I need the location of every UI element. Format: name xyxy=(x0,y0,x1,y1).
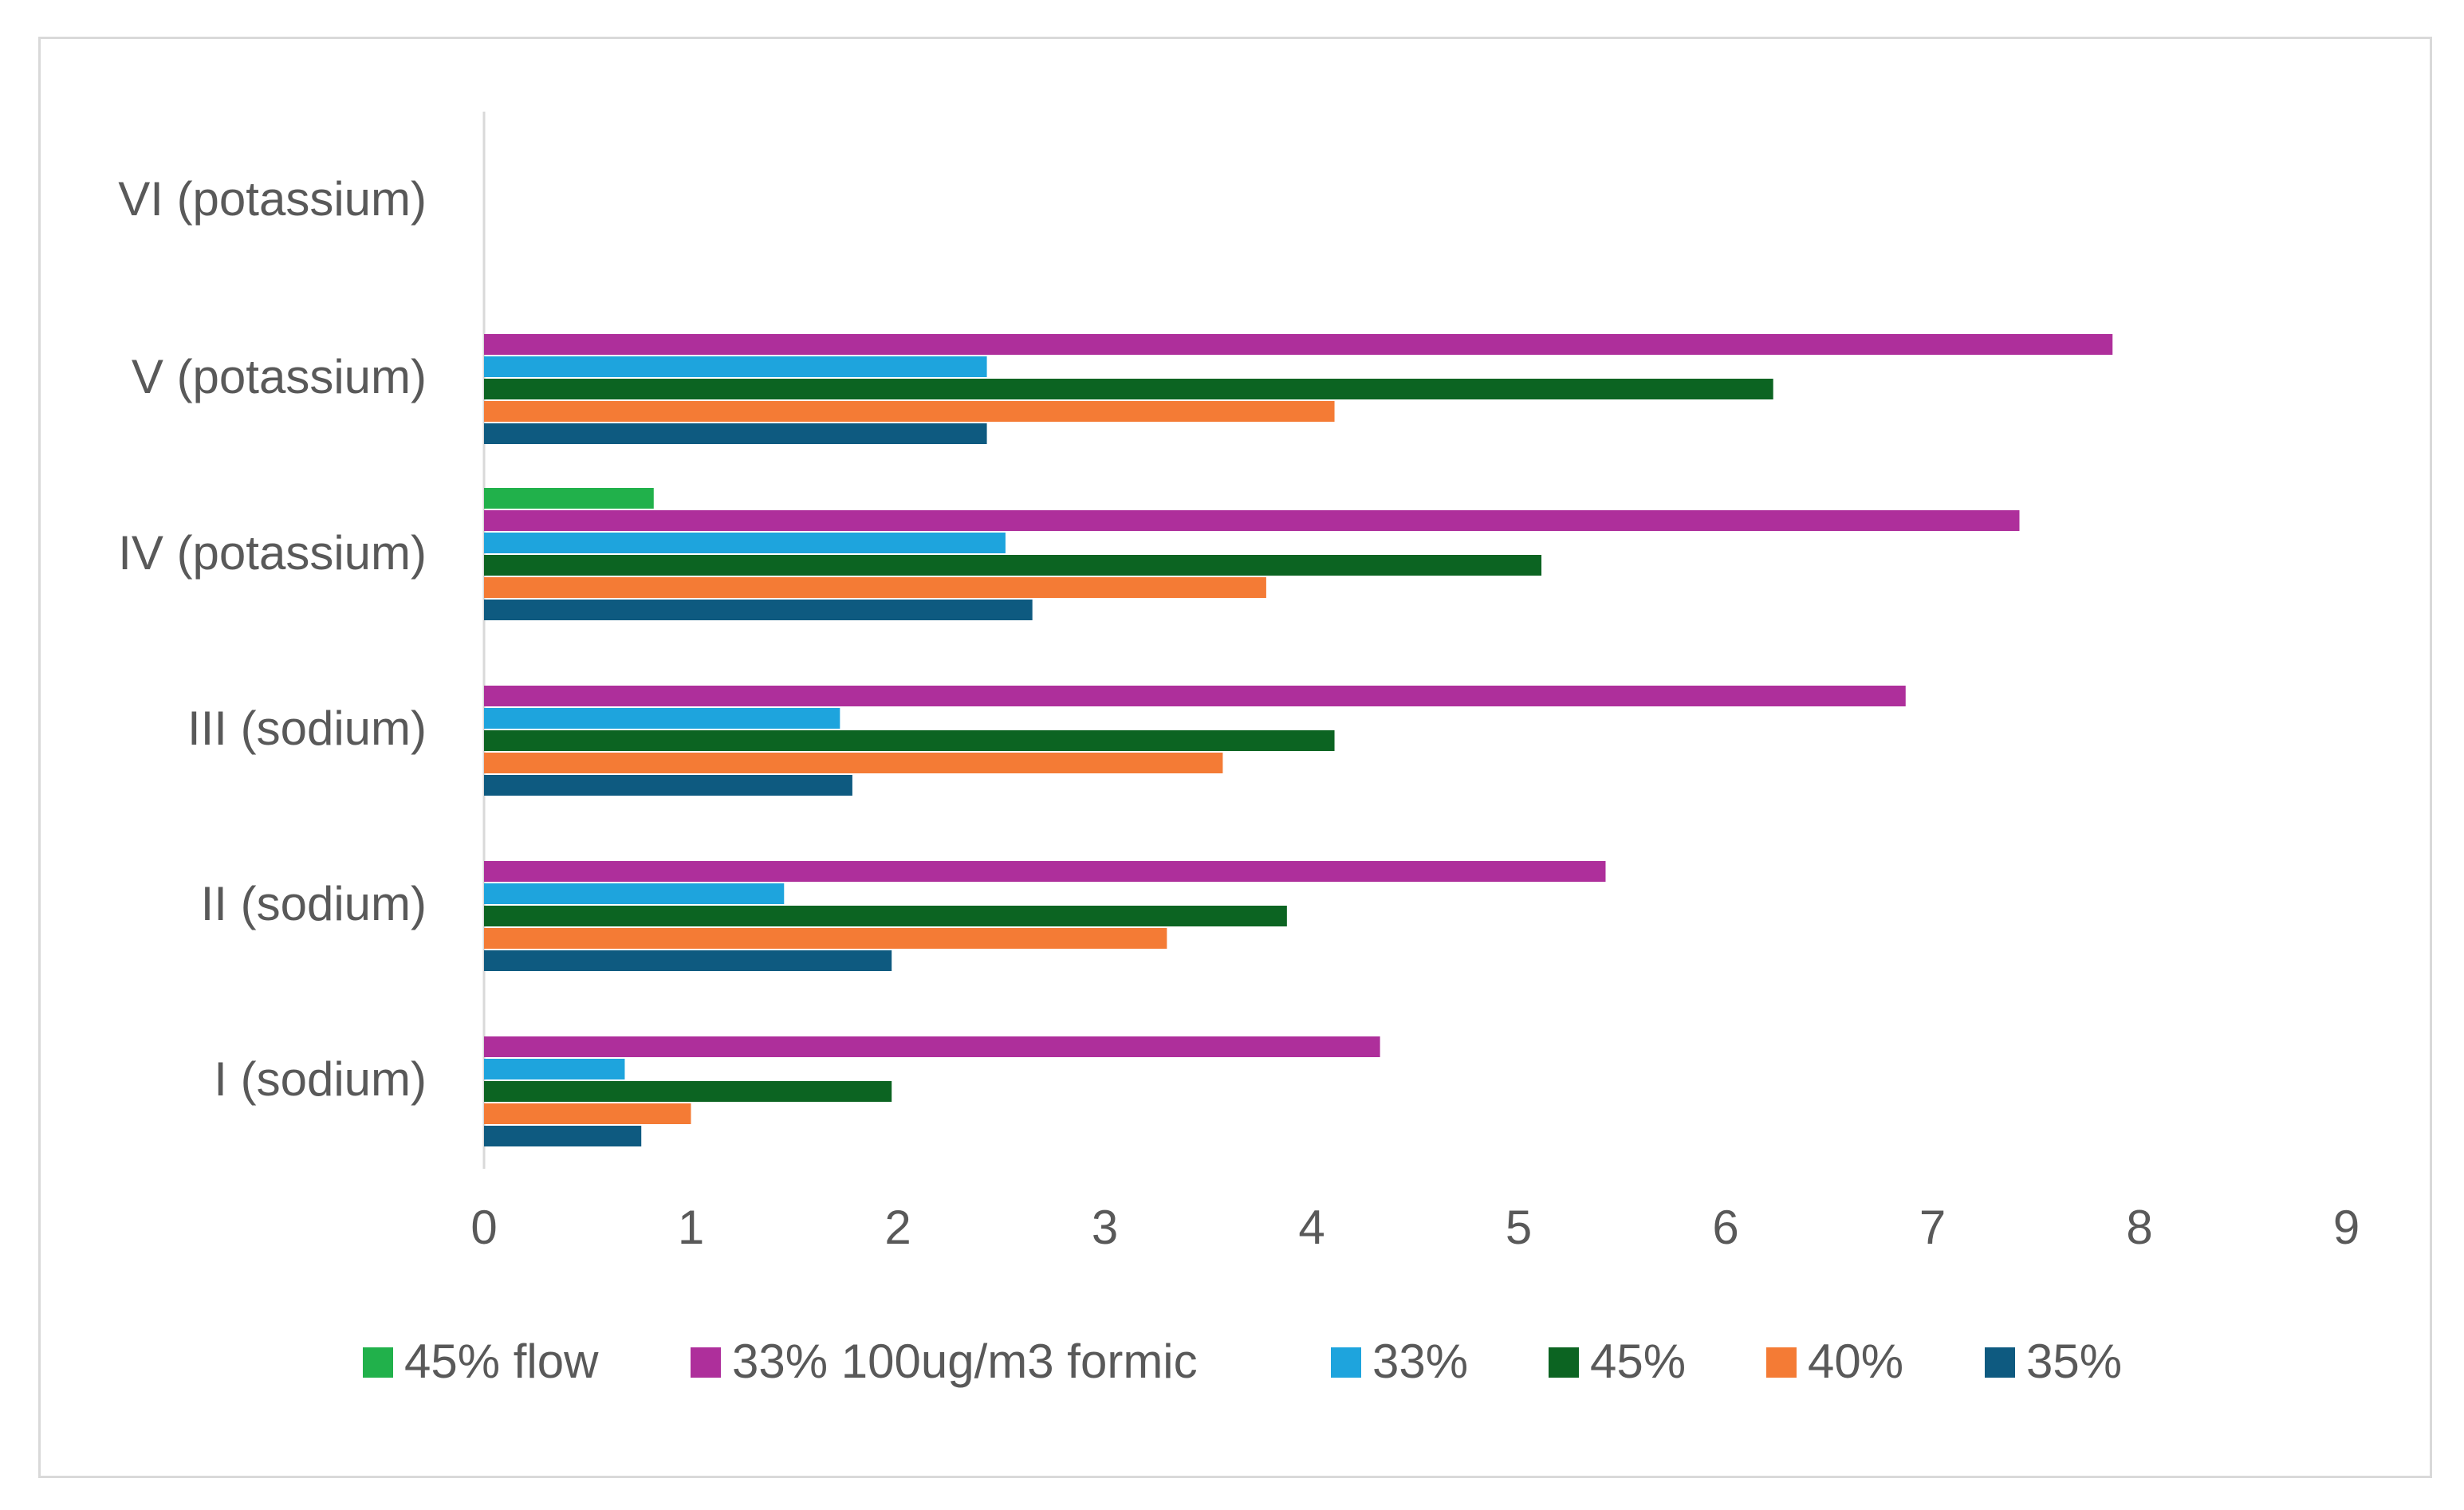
bar xyxy=(484,928,1167,949)
x-tick-label: 3 xyxy=(1092,1201,1118,1254)
bar xyxy=(484,1103,691,1124)
x-tick-label: 0 xyxy=(470,1201,497,1254)
legend-label: 35% xyxy=(2026,1335,2122,1388)
bar xyxy=(484,1081,892,1102)
x-tick-label: 1 xyxy=(678,1201,704,1254)
bar xyxy=(484,906,1287,926)
bar xyxy=(484,775,852,796)
legend-label: 45% flow xyxy=(404,1335,599,1388)
bar xyxy=(484,686,1906,706)
bar xyxy=(484,510,2020,531)
x-tick-label: 5 xyxy=(1506,1201,1532,1254)
legend-swatch xyxy=(1766,1347,1797,1378)
bar xyxy=(484,423,987,444)
x-tick-label: 9 xyxy=(2333,1201,2360,1254)
bar xyxy=(484,600,1033,620)
x-tick-label: 7 xyxy=(1919,1201,1946,1254)
bar xyxy=(484,1059,625,1079)
legend-swatch xyxy=(1985,1347,2015,1378)
bar xyxy=(484,861,1606,882)
legend-label: 45% xyxy=(1590,1335,1686,1388)
bar xyxy=(484,555,1542,576)
bar xyxy=(484,488,654,509)
category-label: III (sodium) xyxy=(187,702,427,755)
bar xyxy=(484,401,1335,422)
x-tick-label: 4 xyxy=(1298,1201,1324,1254)
bar xyxy=(484,753,1223,773)
legend-swatch xyxy=(1331,1347,1361,1378)
x-tick-label: 6 xyxy=(1712,1201,1738,1254)
bar xyxy=(484,708,840,729)
category-label: IV (potassium) xyxy=(118,526,427,580)
x-tick-label: 2 xyxy=(884,1201,911,1254)
legend-label: 33% xyxy=(1372,1335,1468,1388)
category-label: II (sodium) xyxy=(201,877,427,930)
bar xyxy=(484,730,1335,751)
bar xyxy=(484,1126,642,1146)
legend-swatch xyxy=(1549,1347,1579,1378)
bar xyxy=(484,533,1006,553)
bar xyxy=(484,577,1266,598)
legend-swatch xyxy=(363,1347,393,1378)
category-label: VI (potassium) xyxy=(118,172,427,226)
chart-frame xyxy=(38,37,2432,1478)
category-label: I (sodium) xyxy=(214,1052,427,1106)
bar xyxy=(484,950,892,971)
x-tick-label: 8 xyxy=(2126,1201,2152,1254)
legend-swatch xyxy=(691,1347,721,1378)
bar xyxy=(484,1036,1380,1057)
legend-label: 33% 100ug/m3 formic xyxy=(732,1335,1198,1388)
bar xyxy=(484,883,785,904)
legend-label: 40% xyxy=(1808,1335,1903,1388)
bar xyxy=(484,379,1773,399)
bar xyxy=(484,356,987,377)
category-label: V (potassium) xyxy=(132,350,427,403)
bar xyxy=(484,334,2113,355)
